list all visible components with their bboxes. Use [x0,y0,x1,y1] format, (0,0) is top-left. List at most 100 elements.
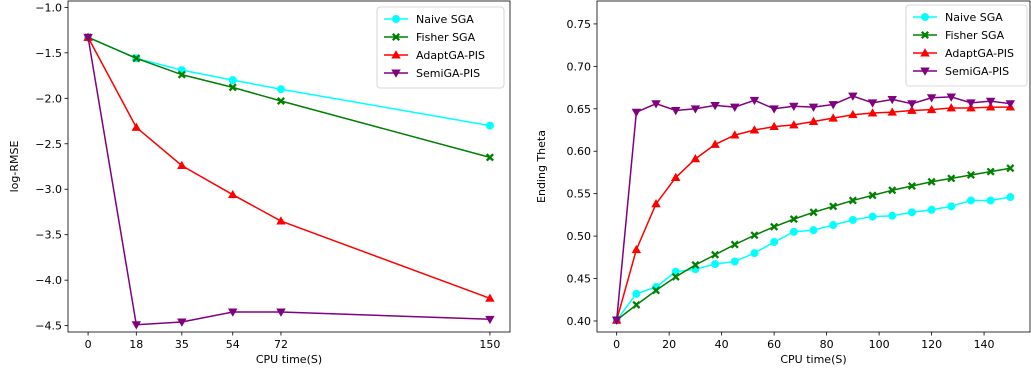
data-point [1006,164,1015,173]
x-tick-label: 120 [921,338,942,351]
data-point [276,97,285,106]
data-point [132,54,141,63]
data-point [611,316,622,325]
data-point [848,92,858,101]
series-line [616,167,1011,321]
data-point [966,196,975,205]
legend-marker [921,12,930,21]
data-point [888,211,897,220]
y-tick-label: −3.5 [35,229,62,242]
x-tick-label: 40 [715,338,729,351]
x-tick-label: 35 [175,338,189,351]
legend-label: Naive SGA [416,13,474,26]
y-tick-label: 0.55 [567,188,592,201]
data-point [228,76,237,85]
series-line [616,196,1011,321]
data-point [632,300,641,309]
data-point [690,154,701,163]
data-point [808,116,819,125]
y-tick-label: 0.75 [567,18,592,31]
data-point [868,191,877,200]
data-point [927,205,936,214]
data-point [651,100,661,109]
data-point [828,101,838,110]
data-point [769,105,779,114]
data-point [177,70,186,79]
data-point [829,202,838,211]
data-point [927,177,936,186]
legend-box [905,4,1028,87]
y-tick-label: −4.5 [35,320,62,333]
data-point [848,215,857,224]
y-tick-label: −2.5 [35,138,62,151]
y-tick-label: 0.65 [567,103,592,116]
legend-label: SemiGA-PIS [945,65,1009,78]
data-point [228,83,237,92]
legend-label: Fisher SGA [945,29,1005,42]
data-point [907,208,916,217]
legend-marker [920,67,930,76]
data-point [868,212,877,221]
legend-marker [391,50,401,59]
legend-label: Naive SGA [945,11,1003,24]
data-point [769,121,779,131]
legend-marker [920,30,930,40]
data-point [710,139,720,148]
data-point [671,107,681,116]
legend-marker [391,32,401,42]
plot-area [83,32,495,330]
x-tick-label: 20 [662,338,676,351]
data-point [671,272,680,281]
data-point [671,172,681,181]
legend-marker [920,48,930,57]
data-point [177,318,187,327]
y-tick-label: −3.0 [35,183,62,196]
data-point [276,308,286,317]
data-point [730,240,739,249]
data-point [1006,193,1015,202]
data-point [986,167,995,176]
data-point [730,130,740,139]
legend-marker [391,14,400,23]
legend-label: Fisher SGA [416,31,476,44]
data-point [485,121,494,130]
data-point [848,109,858,119]
data-point [83,33,93,43]
legend: Naive SGA Fisher SGA AdaptGA-PIS SemiGA-PIS [905,4,1028,87]
data-point [690,105,701,114]
data-point [131,321,142,330]
data-point [652,286,661,295]
data-point [907,181,916,191]
legend-box [376,6,505,89]
data-point [228,189,238,199]
data-point [926,104,937,114]
data-point [946,93,956,102]
data-point [947,202,956,211]
data-point [749,125,760,134]
plot-area [611,92,1016,325]
data-point [946,103,956,112]
data-point [276,85,285,94]
data-point [131,122,142,131]
data-point [770,238,779,247]
x-tick-label: 80 [820,338,834,351]
data-point [887,96,897,105]
data-point [730,103,740,112]
data-point [986,196,995,205]
data-point [985,97,996,106]
data-point [1005,100,1016,109]
data-point [829,221,838,230]
data-point [710,101,720,111]
data-point [631,244,642,254]
series-line [87,36,491,159]
y-tick-label: 0.40 [567,315,592,328]
y-axis-label: Ending Theta [535,130,548,203]
data-point [789,102,799,112]
data-point [750,231,759,240]
data-point [177,160,187,170]
data-point [691,260,700,269]
y-tick-label: −1.5 [35,47,62,60]
chart-log-rmse: 0 18 35 54 72 150 −4.5 −4.0 −3.5 −3.0 −2.5 −2.0 −1.5… [8,0,511,366]
y-axis-label: log-RMSE [8,141,21,193]
